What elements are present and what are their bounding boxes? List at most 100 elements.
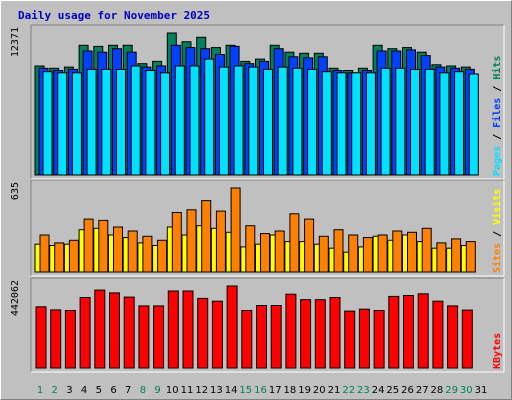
day-label-8: 8 [140,385,146,396]
pages-bar-7 [130,65,141,176]
pages-bar-12 [204,58,215,176]
kbytes-bar-18 [285,293,297,369]
day-label-7: 7 [125,385,131,396]
panel-legend: KBytes [492,333,503,369]
pages-bar-26 [410,68,420,176]
day-label-18: 18 [284,385,297,396]
day-label-15: 15 [239,385,252,396]
sites-bar-23 [362,237,373,273]
legend-text: Pages / Files / Hits [491,56,503,176]
sites-bar-30 [465,241,476,273]
pages-bar-21 [336,72,347,176]
sites-bar-26 [407,231,417,273]
day-label-23: 23 [357,385,370,396]
sites-bar-7 [127,230,138,273]
sites-bar-9 [157,239,168,273]
chart-panel-3: 442062 KBytes [10,277,505,373]
chart-panel-2: 635 Sites / Visits [10,179,505,277]
kbytes-bar-12 [197,297,209,369]
kbytes-bar-30 [461,309,473,369]
sites-bar-13 [215,210,226,273]
chart-panel-1: 12371 Pages / Files / Hits [10,24,505,180]
kbytes-bar-10 [167,290,179,369]
kbytes-bar-27 [417,293,429,369]
panel-legend: Sites / Visits [491,189,503,273]
day-label-17: 17 [269,385,282,396]
kbytes-bar-3 [64,310,76,369]
day-label-2: 2 [52,385,58,396]
pages-bar-14 [233,65,244,176]
sites-bar-18 [289,213,300,273]
pages-bar-13 [218,66,229,176]
day-label-12: 12 [195,385,208,396]
legend-visits: Visits [491,189,503,225]
legend-hits: Hits [491,56,503,80]
kbytes-bar-28 [432,300,444,369]
chart-panels: 12371 Pages / Files / Hits 635 Sites / Visi… [10,24,505,373]
kbytes-bar-5 [94,289,106,369]
sites-bar-27 [421,227,432,273]
day-label-21: 21 [328,385,341,396]
kbytes-bar-11 [182,290,194,369]
pages-bar-1 [42,71,53,176]
pages-bar-22 [351,72,362,176]
legend-separator: / [492,128,503,146]
pages-bar-8 [145,70,156,176]
pages-bar-16 [263,68,273,176]
day-label-25: 25 [386,385,399,396]
kbytes-bar-15 [241,310,253,369]
pages-bar-27 [424,68,435,176]
day-label-26: 26 [401,385,414,396]
legend-text: KBytes [492,333,503,369]
day-label-14: 14 [225,385,238,396]
kbytes-bar-29 [447,305,459,369]
day-label-27: 27 [416,385,429,396]
pages-bar-6 [116,68,126,176]
kbytes-bar-13 [211,300,223,369]
sites-bar-19 [304,218,315,273]
day-label-22: 22 [342,385,355,396]
sites-bar-14 [230,187,241,273]
day-label-31: 31 [475,385,488,396]
pages-bar-20 [321,71,332,176]
sites-bar-11 [186,209,197,273]
kbytes-bar-24 [373,310,385,369]
pages-bar-3 [71,72,82,176]
sites-bar-17 [274,230,285,273]
pages-bar-9 [160,72,171,176]
legend-files: Files [491,98,503,128]
day-label-19: 19 [298,385,311,396]
sites-bar-25 [392,230,403,273]
sites-bar-16 [260,233,270,273]
pages-bar-25 [395,67,406,176]
day-label-30: 30 [460,385,473,396]
max-value-label: 442062 [10,280,21,316]
day-label-3: 3 [66,385,72,396]
legend-separator: / [492,80,503,98]
pages-bar-2 [57,72,68,176]
kbytes-bar-6 [109,292,120,369]
day-labels: 1 2 3 4 5 6 7 8 9 10 11 12 13 14 15 16 17 18 19 20 21 22 23 24 2… [37,385,488,396]
sites-bar-29 [451,238,462,273]
day-label-24: 24 [372,385,385,396]
sites-bar-24 [377,234,388,273]
day-label-9: 9 [154,385,160,396]
kbytes-bar-14 [226,285,238,369]
pages-bar-18 [292,67,303,176]
series-pages [42,58,479,176]
kbytes-bar-7 [123,296,135,369]
kbytes-bar-17 [270,305,282,369]
kbytes-bar-16 [256,305,267,369]
pages-bar-29 [454,71,465,176]
day-label-1: 1 [37,385,43,396]
day-label-4: 4 [81,385,87,396]
kbytes-bar-21 [329,297,341,369]
pages-bar-5 [101,68,112,176]
legend-pages: Pages [492,146,503,176]
kbytes-bar-19 [300,299,312,369]
pages-bar-19 [307,68,318,176]
kbytes-bar-20 [314,299,326,369]
sites-bar-28 [436,242,447,273]
pages-bar-28 [439,72,450,176]
